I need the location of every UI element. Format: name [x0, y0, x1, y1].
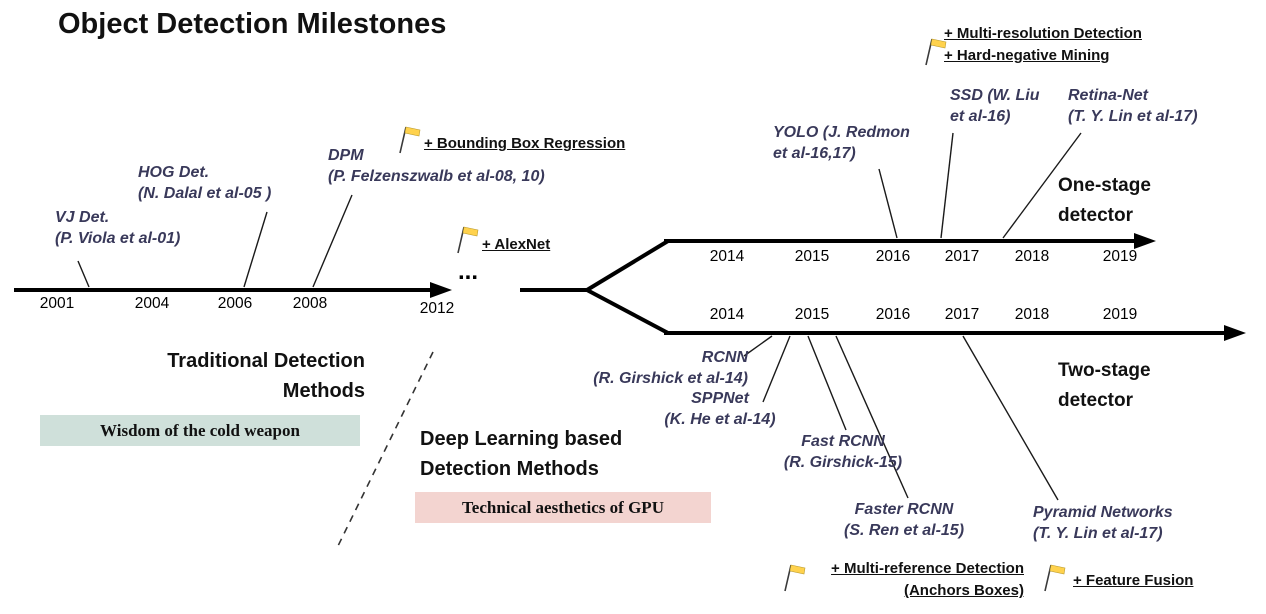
left-timeline-year: 2006 — [217, 295, 253, 312]
alexnet-flag-label: + AlexNet — [482, 234, 550, 256]
feature-fusion-flag-label: + Feature Fusion — [1073, 570, 1193, 592]
flag-label-line: + Bounding Box Regression — [424, 135, 626, 152]
milestone-name: Fast RCNN — [801, 433, 885, 450]
alexnet-flag-icon — [454, 224, 480, 254]
section-title-line: Traditional Detection — [167, 350, 365, 372]
traditional-methods-title: Traditional Detection Methods — [115, 346, 365, 406]
milestone-name: Pyramid Networks — [1033, 504, 1173, 521]
section-title-line: Detection Methods — [420, 458, 599, 480]
multi-reference-flag-icon — [781, 562, 807, 592]
milestone-name: YOLO (J. Redmon — [773, 124, 910, 141]
two-stage-year: 2018 — [1014, 306, 1050, 323]
era-divider-dashed-line — [336, 351, 434, 549]
two-stage-year: 2016 — [875, 306, 911, 323]
flag-label-line: (Anchors Boxes) — [903, 582, 1024, 599]
milestone-cite: et al-16,17) — [773, 145, 856, 162]
milestone-hog-det: HOG Det. (N. Dalal et al-05 ) — [138, 162, 271, 204]
one-stage-year: 2017 — [944, 248, 980, 265]
multi-resolution-flag-icon — [922, 36, 948, 66]
milestone-cite: (P. Viola et al-01) — [55, 230, 181, 247]
milestone-yolo: YOLO (J. Redmon et al-16,17) — [773, 122, 910, 164]
one-stage-year: 2016 — [875, 248, 911, 265]
milestone-cite: (N. Dalal et al-05 ) — [138, 185, 272, 202]
milestone-cite: (R. Girshick-15) — [783, 454, 903, 471]
milestone-vj-det: VJ Det. (P. Viola et al-01) — [55, 207, 180, 249]
deep-learning-tagline: Technical aesthetics of GPU — [415, 492, 711, 523]
milestone-name: Retina-Net — [1068, 87, 1149, 104]
milestone-name: VJ Det. — [55, 209, 110, 226]
one-stage-timeline — [664, 233, 1156, 249]
milestone-fast-rcnn: Fast RCNN (R. Girshick-15) — [778, 431, 908, 473]
two-stage-year: 2019 — [1102, 306, 1138, 323]
milestone-cite: (R. Girshick et al-14) — [593, 370, 748, 387]
branch-label-line: detector — [1058, 205, 1133, 226]
one-stage-year: 2015 — [794, 248, 830, 265]
two-stage-year: 2015 — [794, 306, 830, 323]
multi-resolution-flag-label: + Multi-resolution Detection + Hard-nega… — [944, 23, 1142, 67]
timeline-ellipsis: ... — [458, 258, 479, 285]
section-title-line: Deep Learning based — [420, 428, 623, 450]
milestone-name: DPM — [328, 147, 364, 164]
branch-label-line: One-stage — [1058, 175, 1151, 196]
milestone-faster-rcnn: Faster RCNN (S. Ren et al-15) — [840, 499, 968, 541]
feature-fusion-flag-icon — [1041, 562, 1067, 592]
page-title: Object Detection Milestones — [58, 8, 447, 40]
left-timeline-year: 2004 — [134, 295, 170, 312]
milestone-name: SSD (W. Liu — [950, 87, 1040, 104]
flag-label-line: + Hard-negative Mining — [944, 47, 1110, 64]
bounding-box-flag-icon — [396, 124, 422, 154]
two-stage-timeline — [664, 325, 1246, 341]
main-timeline — [14, 282, 452, 298]
milestone-connectors — [77, 132, 1082, 501]
branch-label-line: detector — [1058, 390, 1133, 411]
milestone-name: SPPNet — [691, 390, 749, 407]
one-stage-year: 2018 — [1014, 248, 1050, 265]
milestone-pyramid-networks: Pyramid Networks (T. Y. Lin et al-17) — [1033, 502, 1173, 544]
milestone-name: Faster RCNN — [854, 501, 954, 518]
section-title-line: Methods — [282, 380, 365, 402]
two-stage-year: 2014 — [709, 306, 745, 323]
two-stage-year: 2017 — [944, 306, 980, 323]
deep-learning-methods-title: Deep Learning based Detection Methods — [420, 424, 622, 484]
milestone-name: RCNN — [701, 349, 748, 366]
milestone-dpm: DPM (P. Felzenszwalb et al-08, 10) — [328, 145, 545, 187]
milestone-ssd: SSD (W. Liu et al-16) — [950, 85, 1039, 127]
milestone-name: HOG Det. — [138, 164, 210, 181]
flag-label-line: + Multi-reference Detection — [831, 560, 1024, 577]
flag-label-line: + AlexNet — [482, 236, 551, 253]
left-timeline-year: 2001 — [39, 295, 75, 312]
milestone-retina-net: Retina-Net (T. Y. Lin et al-17) — [1068, 85, 1198, 127]
left-timeline-year: 2012 — [419, 300, 455, 317]
milestone-cite: (S. Ren et al-15) — [843, 522, 965, 539]
milestone-cite: (T. Y. Lin et al-17) — [1033, 525, 1163, 542]
left-timeline-year: 2008 — [292, 295, 328, 312]
flag-label-line: + Feature Fusion — [1073, 572, 1194, 589]
one-stage-year: 2019 — [1102, 248, 1138, 265]
one-stage-year: 2014 — [709, 248, 745, 265]
milestone-rcnn: RCNN (R. Girshick et al-14) — [558, 347, 748, 389]
bounding-box-flag-label: + Bounding Box Regression — [424, 133, 625, 155]
milestone-cite: (T. Y. Lin et al-17) — [1068, 108, 1198, 125]
multi-reference-flag-label: + Multi-reference Detection (Anchors Box… — [818, 558, 1024, 602]
milestone-cite: (P. Felzenszwalb et al-08, 10) — [328, 168, 545, 185]
traditional-tagline: Wisdom of the cold weapon — [40, 415, 360, 446]
milestone-cite: et al-16) — [950, 108, 1011, 125]
milestone-sppnet: SPPNet (K. He et al-14) — [650, 388, 790, 430]
one-stage-detector-label: One-stage detector — [1058, 171, 1151, 231]
timeline-fork — [520, 239, 670, 335]
two-stage-detector-label: Two-stage detector — [1058, 356, 1151, 416]
flag-label-line: + Multi-resolution Detection — [944, 25, 1142, 42]
milestone-cite: (K. He et al-14) — [664, 411, 776, 428]
branch-label-line: Two-stage — [1058, 360, 1151, 381]
